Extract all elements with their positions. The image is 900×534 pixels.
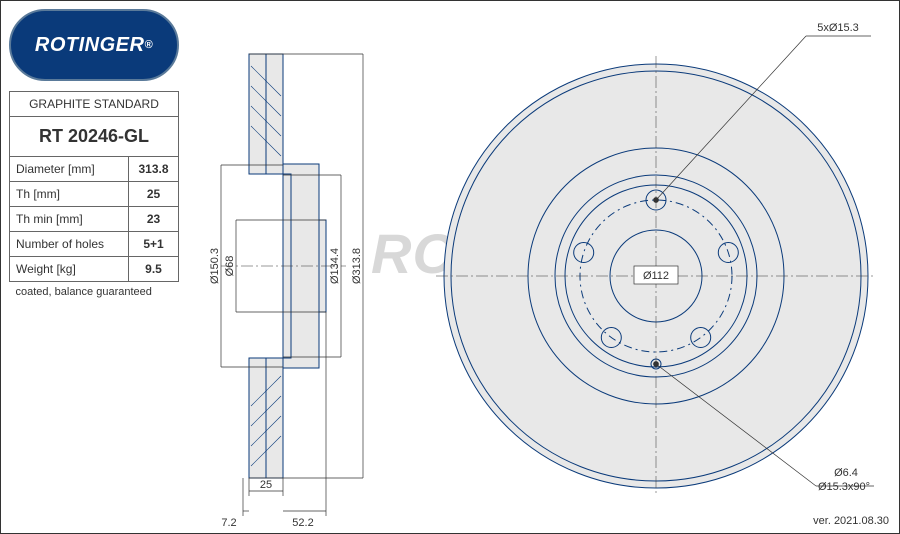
dim-t25: 25 [260,479,272,491]
spec-value: 5+1 [129,232,179,257]
spec-label: Weight [kg] [10,257,129,282]
spec-footer: coated, balance guaranteed [10,282,179,304]
spec-table: GRAPHITE STANDARD RT 20246-GL Diameter [… [9,91,179,303]
spec-label: Number of holes [10,232,129,257]
table-row: Weight [kg]9.5 [10,257,179,282]
spec-label: Th min [mm] [10,207,129,232]
spec-value: 9.5 [129,257,179,282]
spec-label: Th [mm] [10,182,129,207]
table-row: Number of holes5+1 [10,232,179,257]
dim-d68: Ø68 [224,256,236,277]
dim-d150: Ø150.3 [209,248,221,284]
table-row: Th min [mm]23 [10,207,179,232]
dim-d313: Ø313.8 [351,248,363,284]
table-row: Diameter [mm]313.8 [10,157,179,182]
table-row: Th [mm]25 [10,182,179,207]
spec-value: 23 [129,207,179,232]
front-view: Ø112 5xØ15.3 Ø6.4 Ø15.3x90° [436,22,876,496]
callout-chamfer: Ø15.3x90° [818,481,870,493]
spec-value: 25 [129,182,179,207]
version-label: ver. 2021.08.30 [813,515,889,527]
registered-icon: ® [144,39,153,51]
brand-logo: ROTINGER® [9,9,179,81]
dim-off7: 7.2 [221,517,236,529]
section-view: Ø150.3 Ø68 Ø134.4 Ø313.8 25 7.2 52.2 [209,54,363,529]
part-number: RT 20246-GL [10,117,179,157]
dim-bore: Ø112 [643,270,669,282]
callout-hole: Ø6.4 [834,467,858,479]
technical-drawing: Ø150.3 Ø68 Ø134.4 Ø313.8 25 7.2 52.2 [186,6,896,531]
spec-label: Diameter [mm] [10,157,129,182]
callout-bolt: 5xØ15.3 [817,22,859,34]
dim-d134: Ø134.4 [329,248,341,284]
spec-value: 313.8 [129,157,179,182]
standard-label: GRAPHITE STANDARD [10,92,179,117]
brand-text: ROTINGER [35,34,145,57]
dim-off52: 52.2 [292,517,313,529]
